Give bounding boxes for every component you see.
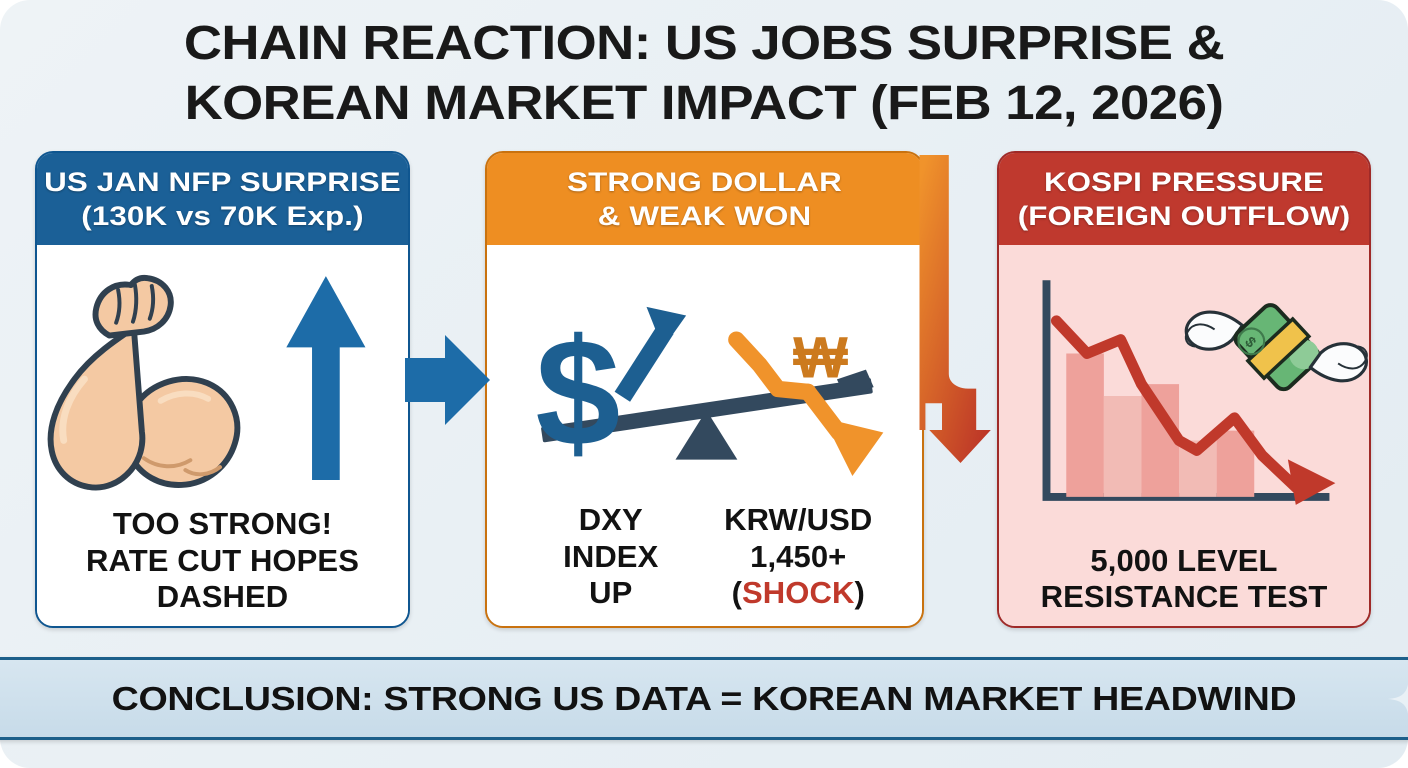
svg-text:$: $ (535, 308, 620, 478)
